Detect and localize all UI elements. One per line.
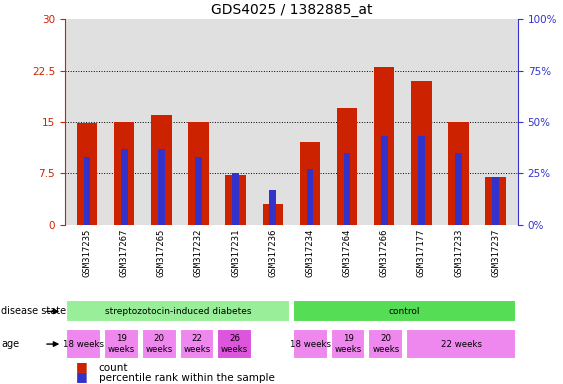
Text: streptozotocin-induced diabetes: streptozotocin-induced diabetes xyxy=(105,307,251,316)
Text: GSM317234: GSM317234 xyxy=(305,228,314,276)
Bar xyxy=(344,153,350,225)
Bar xyxy=(485,177,506,225)
Bar xyxy=(142,329,177,359)
Text: GSM317231: GSM317231 xyxy=(231,228,240,276)
Text: GSM317233: GSM317233 xyxy=(454,228,463,276)
Bar xyxy=(217,329,252,359)
Text: GSM317266: GSM317266 xyxy=(379,228,388,276)
Title: GDS4025 / 1382885_at: GDS4025 / 1382885_at xyxy=(211,3,372,17)
Text: disease state: disease state xyxy=(1,306,66,316)
Bar xyxy=(411,81,432,225)
Bar xyxy=(77,123,97,225)
Text: 20
weeks: 20 weeks xyxy=(146,334,173,354)
Bar xyxy=(330,329,365,359)
Text: ■: ■ xyxy=(76,360,88,373)
Bar xyxy=(455,153,462,225)
Bar xyxy=(66,300,290,323)
Text: percentile rank within the sample: percentile rank within the sample xyxy=(99,373,274,383)
Text: GSM317267: GSM317267 xyxy=(120,228,129,276)
Bar xyxy=(293,300,516,323)
Text: 18 weeks: 18 weeks xyxy=(63,339,104,349)
Bar xyxy=(492,177,499,225)
Text: count: count xyxy=(99,363,128,373)
Bar xyxy=(114,122,135,225)
Bar xyxy=(307,169,313,225)
Text: 19
weeks: 19 weeks xyxy=(108,334,135,354)
Bar xyxy=(121,149,128,225)
Text: GSM317232: GSM317232 xyxy=(194,228,203,276)
Text: 22
weeks: 22 weeks xyxy=(184,334,211,354)
Bar xyxy=(262,204,283,225)
Text: GSM317235: GSM317235 xyxy=(83,228,92,276)
Bar xyxy=(406,329,516,359)
Bar xyxy=(180,329,215,359)
Bar xyxy=(158,149,164,225)
Text: GSM317236: GSM317236 xyxy=(269,228,278,276)
Text: age: age xyxy=(1,339,19,349)
Bar xyxy=(233,173,239,225)
Bar xyxy=(104,329,138,359)
Bar xyxy=(368,329,403,359)
Bar xyxy=(381,136,387,225)
Text: control: control xyxy=(389,307,421,316)
Text: 18 weeks: 18 weeks xyxy=(290,339,330,349)
Bar xyxy=(374,67,395,225)
Text: ■: ■ xyxy=(76,370,88,383)
Text: GSM317265: GSM317265 xyxy=(157,228,166,276)
Text: 22 weeks: 22 weeks xyxy=(441,339,482,349)
Bar xyxy=(448,122,469,225)
Bar xyxy=(418,136,425,225)
Bar xyxy=(293,329,328,359)
Text: 19
weeks: 19 weeks xyxy=(334,334,361,354)
Bar xyxy=(225,175,246,225)
Bar xyxy=(151,115,172,225)
Bar xyxy=(195,157,202,225)
Text: GSM317177: GSM317177 xyxy=(417,228,426,276)
Bar xyxy=(66,329,101,359)
Bar xyxy=(84,157,91,225)
Text: GSM317237: GSM317237 xyxy=(491,228,500,276)
Text: 26
weeks: 26 weeks xyxy=(221,334,248,354)
Bar xyxy=(270,190,276,225)
Text: GSM317264: GSM317264 xyxy=(342,228,351,276)
Bar xyxy=(188,122,209,225)
Bar xyxy=(337,108,358,225)
Bar xyxy=(300,142,320,225)
Text: 20
weeks: 20 weeks xyxy=(372,334,399,354)
